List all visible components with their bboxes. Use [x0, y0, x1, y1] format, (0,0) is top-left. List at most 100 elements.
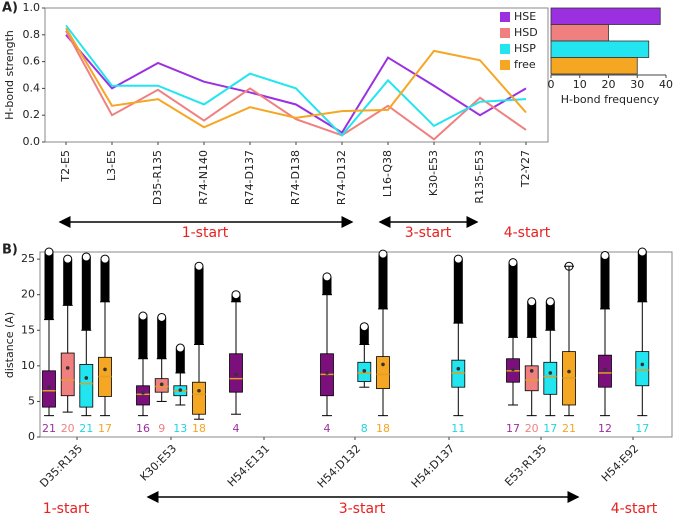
x-tick-label: K30:E53: [138, 442, 180, 484]
flier-max: [194, 261, 204, 271]
x-tick-label: R74-D137: [243, 150, 256, 205]
x-tick-label: 20: [602, 78, 616, 91]
mean: [141, 391, 145, 395]
x-tick-label: H54:D132: [315, 442, 363, 490]
x-tick-label: R74-D138: [289, 150, 302, 205]
x-tick-label: D35-R135: [151, 150, 164, 205]
flier-max: [81, 252, 91, 262]
x-tick-label: 30: [630, 78, 644, 91]
x-tick-label: H54:D137: [409, 442, 457, 490]
box: [524, 365, 539, 392]
annotation: 3-start: [405, 225, 452, 241]
x-tick-label: H54:E92: [599, 442, 641, 484]
bar: [550, 40, 650, 58]
line-series: [65, 27, 527, 129]
flier-max: [545, 297, 555, 307]
count-label: 11: [451, 422, 465, 435]
plot-frame: [44, 7, 549, 143]
flier-max: [322, 272, 332, 282]
y-tick-label: 0.4: [23, 81, 41, 94]
y-tick-label: 0.6: [23, 55, 41, 68]
count-label: 17: [506, 422, 520, 435]
annotation: 3-start: [339, 501, 386, 517]
line-series: [65, 24, 527, 137]
mean: [548, 371, 553, 375]
count-label: 4: [233, 422, 240, 435]
legend-label: free: [514, 58, 536, 71]
count-label: 20: [61, 422, 75, 435]
count-label: 21: [79, 422, 93, 435]
box: [136, 385, 150, 406]
box: [635, 351, 650, 387]
count-label: 18: [192, 422, 206, 435]
y-axis-label: H-bond strength: [3, 30, 16, 120]
x-tick-label: R74-D132: [335, 150, 348, 205]
mean: [456, 366, 461, 371]
y-tick-label: 0.0: [23, 135, 41, 148]
flier-max: [527, 297, 537, 307]
flier-max: [637, 247, 647, 257]
line-series: [65, 30, 527, 141]
x-tick-label: T2-E5: [59, 150, 72, 183]
plot-frame: [39, 251, 673, 438]
x-tick-label: L3-E5: [105, 150, 118, 181]
x-tick-label: R135-E53: [473, 150, 486, 204]
legend-label: HSP: [514, 42, 536, 55]
mean: [362, 369, 367, 373]
mean: [640, 362, 645, 367]
x-tick-label: E53:R135: [502, 442, 549, 489]
bar: [550, 57, 638, 75]
flier-max: [157, 312, 167, 322]
y-tick-label: 1.0: [23, 1, 41, 14]
y-axis-label: distance (A): [3, 312, 16, 378]
mean: [603, 367, 607, 372]
flier-max: [600, 251, 610, 261]
count-label: 16: [136, 422, 150, 435]
legend-swatch: [500, 28, 510, 38]
x-tick-label: 0: [548, 78, 555, 91]
legend-label: HSE: [514, 10, 536, 23]
y-tick-label: 0.2: [23, 108, 41, 121]
count-label: 21: [562, 422, 576, 435]
box: [192, 381, 206, 415]
count-label: 9: [158, 422, 165, 435]
x-tick-label: 10: [573, 78, 587, 91]
x-tick-label: D35:R135: [37, 442, 85, 490]
bar: [550, 24, 609, 42]
panel-label: B): [2, 243, 18, 258]
flier-max: [175, 343, 185, 353]
y-tick-label: 15: [21, 323, 35, 336]
flier-max: [359, 322, 369, 332]
box: [79, 364, 94, 408]
y-tick-label: 0.8: [23, 28, 41, 41]
mean: [234, 372, 238, 377]
y-tick-label: 10: [21, 359, 35, 372]
flier-max: [231, 290, 241, 300]
y-tick-label: 5: [28, 394, 35, 407]
box: [376, 356, 390, 390]
count-label: 20: [525, 422, 539, 435]
count-label: 17: [98, 422, 112, 435]
count-label: 21: [42, 422, 56, 435]
y-tick-label: 0: [28, 430, 35, 443]
x-axis-label: H-bond frequency: [561, 93, 660, 106]
bar: [550, 7, 661, 25]
mean: [65, 366, 70, 370]
annotation: 4-start: [504, 225, 551, 241]
annotation: 4-start: [611, 501, 658, 517]
mean: [511, 367, 515, 372]
mean: [178, 388, 183, 392]
count-label: 17: [635, 422, 649, 435]
mean: [325, 371, 329, 375]
mean: [47, 385, 51, 389]
count-label: 18: [376, 422, 390, 435]
count-label: 8: [361, 422, 368, 435]
flier-max: [508, 258, 518, 268]
flier-max: [44, 247, 54, 257]
mean: [197, 388, 201, 393]
x-tick-label: R74-N140: [197, 150, 210, 205]
mean: [159, 382, 164, 387]
mean: [529, 369, 534, 373]
x-tick-label: L16-Q38: [381, 150, 394, 197]
legend-swatch: [500, 44, 510, 54]
